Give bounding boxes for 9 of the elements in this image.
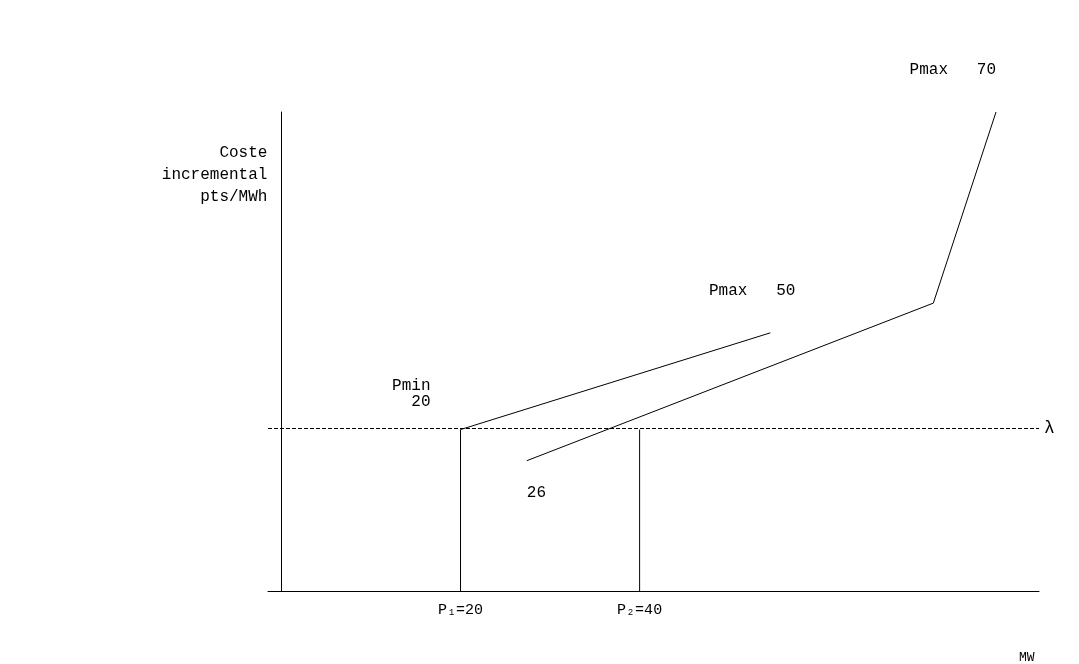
x-axis-title: MW: [1019, 650, 1035, 664]
annotation: Pmin 20: [392, 376, 431, 411]
y-axis-title: Coste incremental pts/MWh: [161, 144, 268, 206]
annotation: Pmax 50: [708, 281, 796, 300]
x-tick-label: P₂=40: [617, 602, 663, 619]
ref-line-label: λ: [1044, 418, 1055, 439]
x-tick-label: P₁=20: [438, 602, 484, 619]
annotation: Pmax 70: [909, 61, 997, 79]
annotation: 26: [526, 483, 546, 502]
